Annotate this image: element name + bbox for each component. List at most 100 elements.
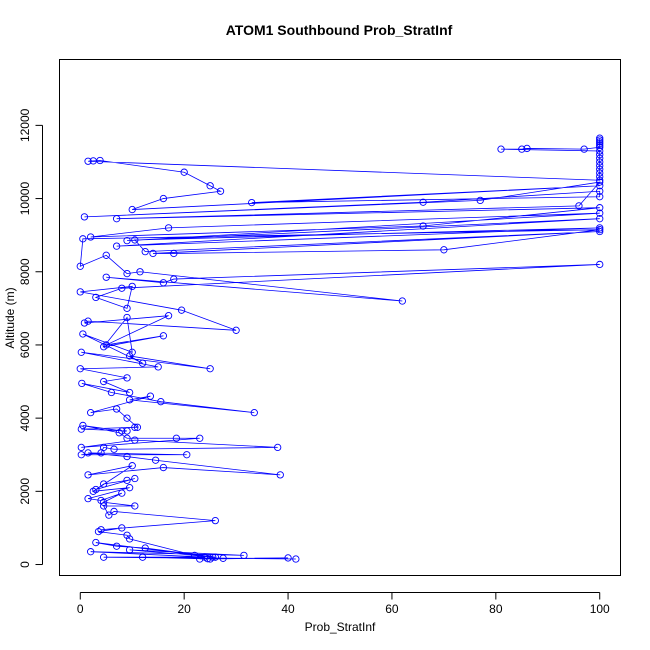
data-point <box>596 140 604 148</box>
data-point <box>76 365 84 373</box>
y-tick-label: 12000 <box>18 108 32 142</box>
data-point <box>518 145 526 153</box>
data-point <box>87 233 95 241</box>
data-point <box>123 313 131 322</box>
data-point <box>141 247 149 256</box>
data-point <box>79 235 87 243</box>
data-point <box>107 388 116 397</box>
data-point <box>497 145 505 153</box>
data-point <box>232 326 240 334</box>
data-point <box>398 297 406 305</box>
data-point <box>131 436 139 444</box>
data-point <box>440 246 448 254</box>
data-point <box>125 388 134 397</box>
data-point <box>100 377 108 386</box>
data-point <box>419 198 427 206</box>
data-point <box>131 502 139 510</box>
data-point <box>100 498 108 506</box>
data-point <box>133 423 142 431</box>
data-point <box>183 451 191 459</box>
data-point <box>128 205 136 214</box>
data-point <box>159 279 168 287</box>
data-point <box>580 145 588 153</box>
data-point <box>211 516 219 525</box>
data-point <box>203 555 212 563</box>
data-point <box>596 138 604 146</box>
data-point <box>211 553 219 561</box>
data-point <box>100 502 108 510</box>
data-point <box>596 158 604 166</box>
data-point <box>125 546 134 554</box>
data-point <box>77 443 85 452</box>
data-point <box>596 204 604 212</box>
data-point <box>123 236 131 245</box>
data-point <box>128 282 136 291</box>
data-point <box>125 396 134 404</box>
data-point <box>177 306 186 314</box>
data-point <box>596 178 604 186</box>
data-point <box>123 374 131 382</box>
data-point <box>84 471 92 479</box>
data-point <box>123 269 131 278</box>
data-point <box>87 548 95 556</box>
data-point <box>157 398 165 406</box>
data-point <box>419 222 427 230</box>
y-axis-label: Altitude (m) <box>3 287 17 348</box>
data-point <box>131 236 139 244</box>
data-point <box>112 542 121 550</box>
x-tick-label: 80 <box>489 602 503 616</box>
data-point <box>79 421 87 430</box>
data-point <box>596 172 604 181</box>
data-point <box>596 209 604 217</box>
data-point <box>596 134 604 142</box>
data-point <box>596 169 604 177</box>
y-tick-label: 4000 <box>18 404 32 431</box>
data-point <box>128 462 136 470</box>
data-point <box>523 144 531 153</box>
data-point <box>596 193 604 201</box>
data-point <box>112 215 121 223</box>
data-point <box>575 202 583 210</box>
x-tick-label: 60 <box>385 602 399 616</box>
data-point <box>97 449 105 457</box>
x-axis-label: Prob_StratInf <box>305 620 376 634</box>
data-point <box>110 507 118 516</box>
data-point <box>92 538 100 547</box>
data-point <box>77 425 85 433</box>
data-point <box>123 414 131 422</box>
data-point <box>141 544 149 552</box>
data-point <box>164 224 173 232</box>
data-point <box>77 451 85 459</box>
data-point <box>248 198 256 207</box>
data-point <box>84 449 92 457</box>
data-point <box>154 363 162 371</box>
data-point <box>170 249 178 258</box>
plot-area <box>59 59 621 576</box>
data-point <box>138 359 147 367</box>
data-point <box>123 427 131 435</box>
data-point <box>596 260 604 269</box>
data-point <box>118 524 126 532</box>
data-point <box>100 553 108 561</box>
data-point <box>164 312 173 320</box>
x-tick-label: 100 <box>590 602 610 616</box>
data-point <box>206 555 214 563</box>
data-point <box>596 154 604 162</box>
data-point <box>596 182 604 190</box>
data-point <box>596 161 604 170</box>
data-point <box>78 379 86 388</box>
x-tick-label: 0 <box>77 602 84 616</box>
data-point <box>100 343 108 351</box>
data-point <box>151 456 160 464</box>
data-point <box>128 348 136 356</box>
data-point <box>76 262 84 270</box>
data-point <box>596 150 604 159</box>
data-point <box>115 429 123 437</box>
data-point <box>596 226 604 234</box>
data-point <box>76 288 84 296</box>
data-point <box>138 553 147 561</box>
data-point <box>196 555 204 563</box>
data-point <box>84 494 92 503</box>
y-tick-label: 2000 <box>18 478 32 505</box>
